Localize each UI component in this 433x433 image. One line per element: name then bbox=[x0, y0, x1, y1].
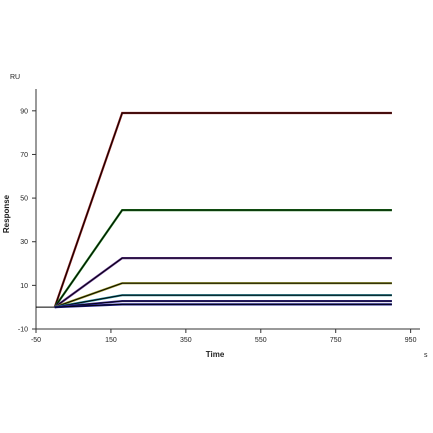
y-tick-label: -10 bbox=[18, 327, 28, 334]
x-tick-label: -50 bbox=[31, 337, 41, 344]
x-tick-label: 350 bbox=[180, 337, 192, 344]
x-tick-label: 550 bbox=[255, 337, 267, 344]
series-fit-1 bbox=[54, 112, 392, 308]
y-tick-label: 50 bbox=[20, 196, 28, 203]
y-tick-label: 90 bbox=[20, 108, 28, 115]
y-tick-label: 70 bbox=[20, 152, 28, 159]
tick-marks bbox=[32, 110, 412, 333]
x-tick-label: 150 bbox=[105, 337, 117, 344]
series-fit-5 bbox=[54, 294, 392, 308]
y-unit-label: RU bbox=[10, 74, 20, 81]
series-fit-4 bbox=[54, 282, 392, 308]
y-tick-label: 30 bbox=[20, 239, 28, 246]
series-fit-2 bbox=[54, 209, 392, 308]
x-axis-title: Time bbox=[206, 350, 225, 359]
y-axis-title: Response bbox=[2, 194, 11, 233]
series-fit-3 bbox=[54, 257, 392, 308]
x-tick-label: 950 bbox=[405, 337, 417, 344]
series-layer bbox=[36, 111, 392, 309]
series-fit-7 bbox=[54, 303, 392, 308]
y-tick-label: 10 bbox=[20, 283, 28, 290]
x-unit-label: s bbox=[424, 352, 428, 359]
x-tick-label: 750 bbox=[330, 337, 342, 344]
axes bbox=[35, 89, 420, 330]
